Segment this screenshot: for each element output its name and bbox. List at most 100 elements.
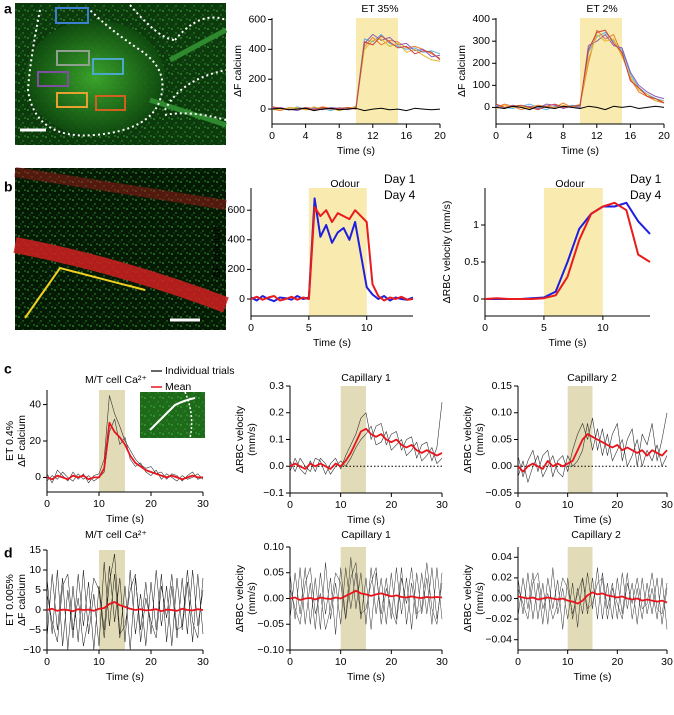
chart-title: ET 35%	[361, 3, 398, 15]
y-axis-label: (mm/s)	[474, 423, 486, 456]
data-line	[289, 427, 443, 470]
x-tick-label: 30	[197, 498, 209, 510]
y-tick-label: −0.02	[485, 613, 512, 625]
x-tick-label: 5	[306, 322, 312, 334]
x-tick-label: 20	[385, 656, 397, 668]
y-axis-label: (mm/s)	[246, 423, 258, 456]
data-line	[289, 557, 443, 635]
x-tick-label: 10	[361, 322, 373, 334]
chart: 0 200 400 600 0 5 10 Time (s) ΔF calcium Odour Day…	[211, 172, 416, 349]
y-tick-label: −10	[23, 644, 41, 656]
legend-label: Day 1	[384, 172, 416, 186]
y-tick-label: −0.1	[263, 487, 284, 499]
data-line	[46, 421, 203, 481]
y-tick-label: 200	[248, 73, 266, 85]
x-tick-label: 0	[44, 498, 50, 510]
data-line	[46, 561, 204, 651]
y-tick-label: 0.3	[269, 380, 284, 392]
x-tick-label: 5	[541, 322, 547, 334]
data-line	[495, 29, 665, 111]
chart: −10 −5 0 5 10 15 0 10 20 30 Time (s) ET 0.005% ΔF ca…	[4, 529, 209, 683]
y-tick-label: −0.04	[485, 633, 512, 645]
chart-title: Capillary 1	[341, 372, 391, 384]
legend-label: Individual trials	[165, 365, 234, 377]
x-tick-label: 20	[434, 130, 446, 142]
x-tick-label: 20	[145, 498, 157, 510]
y-tick-label: 1	[473, 219, 479, 231]
x-tick-label: 10	[597, 322, 609, 334]
y-tick-label: 200	[472, 57, 490, 69]
stimulus-shade	[356, 18, 398, 124]
x-axis-label: Time (s)	[313, 337, 351, 349]
y-tick-label: 0.15	[492, 380, 513, 392]
y-tick-label: 0.02	[492, 572, 513, 584]
x-tick-label: 20	[385, 499, 397, 511]
y-tick-label: 0.05	[492, 433, 513, 445]
y-axis-label: ΔRBC velocity	[234, 564, 246, 632]
chart: −0.05 0.00 0.05 0.10 0.15 0 10 20 30 Time (s) ΔRBC…	[462, 372, 673, 526]
x-tick-label: 10	[335, 499, 347, 511]
x-tick-label: 20	[145, 656, 157, 668]
x-axis-label: Time (s)	[548, 337, 586, 349]
data-line	[517, 567, 668, 630]
x-tick-label: 0	[44, 656, 50, 668]
x-tick-label: 30	[436, 499, 448, 511]
x-tick-label: 0	[287, 499, 293, 511]
chart: −0.1 0.0 0.1 0.2 0.3 0 10 20 30 Time (s) ΔRBC velo…	[234, 372, 448, 526]
x-tick-label: 16	[625, 130, 637, 142]
x-tick-label: 0	[287, 656, 293, 668]
chart: 0 100 200 300 400 0 4 8 12 16 20 Time (s) ΔF calcium…	[456, 3, 670, 157]
stimulus-shade	[308, 188, 367, 316]
x-tick-label: 10	[93, 656, 105, 668]
chart-title: Odour	[555, 178, 585, 190]
x-tick-label: 0	[493, 130, 499, 142]
y-tick-label: −5	[29, 624, 41, 636]
data-line	[46, 601, 204, 613]
panel-label: c	[4, 361, 12, 377]
legend-label: Mean	[165, 381, 191, 393]
y-axis-label: ΔF calcium	[211, 226, 223, 278]
legend-label: Day 4	[630, 188, 662, 202]
chart-title: Capillary 2	[571, 529, 621, 541]
data-line	[289, 562, 443, 630]
chart-title: Odour	[330, 178, 360, 190]
y-axis-label: (mm/s)	[246, 582, 258, 615]
chart-title: M/T cell Ca²⁺	[85, 374, 147, 386]
chart: −0.04 −0.02 0.00 0.02 0.04 0 10 20 30 Time (s) ΔRB…	[462, 529, 673, 683]
data-line	[250, 206, 414, 302]
chart-title: ET 2%	[586, 3, 617, 15]
data-line	[289, 402, 443, 475]
y-tick-label: 200	[227, 263, 245, 275]
y-tick-label: 0.04	[492, 551, 513, 563]
legend-label: Day 1	[630, 172, 662, 186]
y-tick-label: 600	[248, 13, 266, 25]
y-tick-label: 0	[239, 293, 245, 305]
y-tick-label: 0.00	[492, 592, 513, 604]
x-axis-label: Time (s)	[573, 514, 611, 526]
y-tick-label: 100	[472, 79, 490, 91]
y-tick-label: 0.2	[269, 407, 284, 419]
x-tick-label: 10	[562, 656, 574, 668]
y-tick-label: 0.10	[264, 541, 285, 553]
x-axis-label: Time (s)	[106, 513, 144, 525]
x-tick-label: 4	[303, 130, 309, 142]
data-line	[517, 567, 668, 630]
y-tick-label: 0	[35, 471, 41, 483]
y-tick-label: 0	[473, 293, 479, 305]
inset-image	[140, 391, 205, 439]
y-tick-label: 0.00	[264, 592, 285, 604]
y-axis-label: ΔRBC velocity	[462, 564, 474, 632]
stimulus-shade	[543, 188, 603, 316]
y-axis-label: ΔRBC velocity	[462, 405, 474, 473]
x-axis-label: Time (s)	[573, 671, 611, 683]
chart: 0 200 400 600 0 4 8 12 16 20 Time (s) ΔF calcium ET …	[232, 3, 446, 157]
x-tick-label: 8	[560, 130, 566, 142]
y-tick-label: 0.1	[269, 433, 284, 445]
data-line	[289, 425, 443, 475]
y-tick-label: 400	[227, 234, 245, 246]
x-tick-label: 0	[482, 322, 488, 334]
chart-title: Capillary 2	[567, 372, 617, 384]
y-tick-label: 300	[472, 35, 490, 47]
